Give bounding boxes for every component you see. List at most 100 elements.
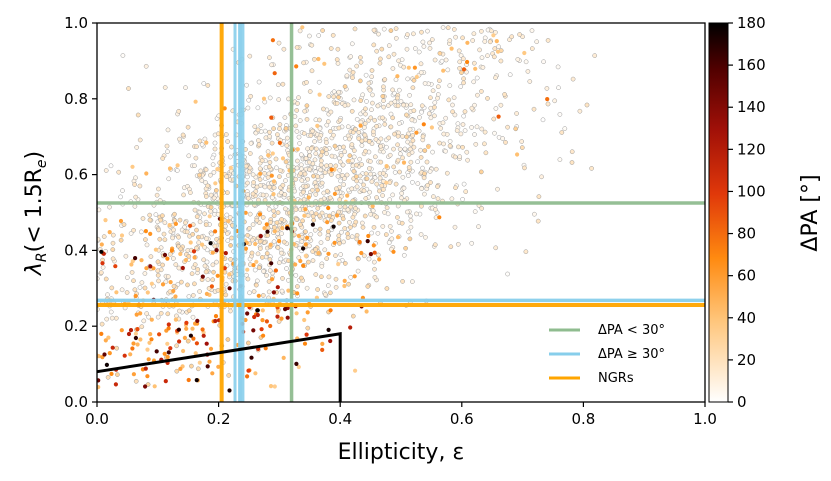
scatter-point	[367, 166, 372, 171]
scatter-point	[556, 85, 561, 91]
scatter-point	[307, 33, 312, 39]
scatter-point	[332, 240, 337, 245]
scatter-point	[268, 219, 273, 225]
scatter-point	[464, 69, 469, 75]
scatter-point	[387, 152, 393, 158]
scatter-point	[313, 211, 319, 217]
scatter-point	[349, 186, 355, 192]
scatter-point	[155, 259, 161, 265]
scatter-point	[326, 205, 331, 211]
scatter-point	[333, 284, 339, 290]
scatter-point	[190, 231, 196, 237]
scatter-point	[180, 265, 185, 271]
scatter-point	[494, 39, 499, 44]
scatter-point	[391, 146, 396, 152]
scatter-point	[374, 123, 379, 129]
scatter-point	[132, 287, 138, 293]
scatter-point	[435, 84, 441, 90]
scatter-point	[249, 237, 255, 243]
scatter-point	[119, 287, 125, 293]
scatter-point	[369, 74, 375, 80]
scatter-point	[147, 217, 153, 223]
scatter-point	[138, 311, 143, 316]
scatter-point	[328, 109, 334, 115]
scatter-point	[438, 125, 444, 131]
scatter-point	[347, 219, 352, 225]
scatter-point	[165, 149, 170, 154]
scatter-point	[294, 108, 300, 113]
scatter-point	[405, 76, 411, 82]
scatter-point	[173, 221, 178, 226]
scatter-point	[432, 100, 438, 105]
scatter-point	[408, 218, 414, 223]
scatter-point	[368, 211, 373, 217]
scatter-point	[106, 335, 111, 340]
scatter-point	[144, 171, 149, 176]
scatter-point	[342, 261, 348, 266]
scatter-point	[298, 171, 303, 176]
scatter-point	[130, 164, 135, 169]
scatter-point	[301, 60, 306, 66]
scatter-point	[109, 285, 115, 291]
scatter-point	[263, 135, 269, 141]
scatter-point	[315, 287, 320, 292]
scatter-point	[268, 384, 274, 389]
scatter-point	[203, 167, 209, 173]
scatter-point	[370, 208, 376, 214]
scatter-point	[369, 107, 374, 113]
scatter-point	[408, 159, 414, 165]
scatter-point	[324, 140, 329, 145]
scatter-point	[380, 193, 385, 198]
scatter-point	[155, 314, 161, 320]
scatter-point	[303, 156, 309, 161]
scatter-point	[345, 207, 351, 213]
scatter-point	[269, 140, 275, 146]
scatter-point	[184, 320, 189, 325]
scatter-point	[262, 170, 267, 176]
scatter-point	[342, 278, 347, 283]
scatter-point	[348, 54, 354, 59]
legend: ΔPA < 30° ΔPA ≥ 30° NGRs	[537, 311, 703, 397]
plot-area	[96, 23, 705, 402]
scatter-point	[331, 224, 336, 229]
scatter-point	[227, 286, 232, 291]
scatter-point	[380, 93, 386, 99]
scatter-point	[336, 125, 342, 131]
scatter-point	[281, 46, 287, 52]
scatter-point	[247, 290, 252, 296]
scatter-point	[297, 222, 303, 227]
scatter-point	[418, 70, 424, 75]
scatter-point	[540, 117, 546, 123]
scatter-point	[123, 253, 129, 259]
scatter-point	[474, 75, 480, 81]
scatter-point	[158, 310, 164, 316]
scatter-point	[223, 132, 229, 137]
scatter-point	[378, 136, 384, 142]
scatter-point	[421, 175, 427, 181]
scatter-point	[389, 236, 395, 242]
scatter-point	[203, 269, 209, 275]
scatter-point	[390, 192, 396, 198]
scatter-point	[469, 105, 475, 111]
scatter-point	[305, 310, 310, 315]
scatter-point	[418, 147, 423, 153]
scatter-point	[444, 170, 450, 176]
scatter-point	[544, 86, 550, 91]
scatter-point	[275, 132, 280, 137]
scatter-point	[146, 357, 151, 362]
scatter-point	[113, 264, 118, 269]
scatter-point	[276, 260, 282, 266]
scatter-point	[182, 335, 187, 340]
scatter-point	[394, 95, 400, 101]
scatter-point	[223, 281, 229, 287]
scatter-point	[128, 352, 133, 357]
scatter-point	[243, 317, 248, 323]
scatter-point	[345, 231, 350, 237]
y-axis-title-sub: R	[34, 252, 50, 262]
scatter-point	[479, 28, 484, 34]
scatter-point	[313, 151, 319, 156]
scatter-point	[569, 160, 575, 165]
scatter-point	[336, 262, 341, 267]
scatter-point	[328, 338, 333, 344]
scatter-point	[211, 169, 217, 175]
